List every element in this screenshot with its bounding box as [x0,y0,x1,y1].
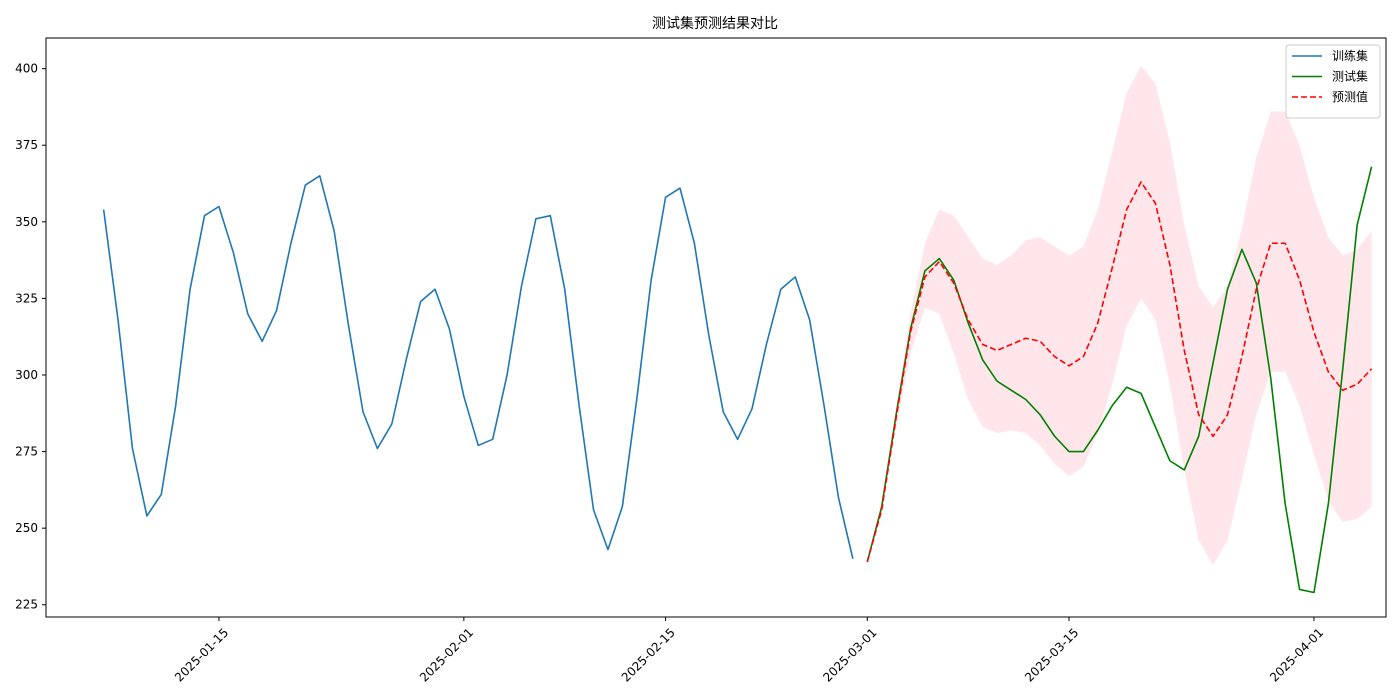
x-tick-label: 2025-03-15 [1022,625,1081,684]
y-tick-label: 400 [15,62,38,76]
y-tick-label: 300 [15,368,38,382]
y-tick-label: 350 [15,215,38,229]
x-tick-label: 2025-02-01 [417,625,476,684]
legend-entry: 测试集 [1332,69,1368,84]
x-tick-label: 2025-02-15 [619,625,678,684]
y-tick-label: 275 [15,445,38,459]
chart-title: 测试集预测结果对比 [652,15,778,32]
series-line-2 [866,181,1373,563]
x-tick-label: 2025-03-01 [820,625,879,684]
legend-entry: 预测值 [1332,89,1368,104]
series-line-0 [102,175,854,559]
confidence-band [867,65,1372,565]
x-tick-label: 2025-01-15 [172,625,231,684]
y-tick-label: 250 [15,521,38,535]
plot-area [102,65,1373,594]
legend-box [1285,44,1381,119]
legend-entry: 训练集 [1332,48,1368,63]
series-line-1 [866,166,1373,594]
y-tick-label: 375 [15,138,38,152]
y-tick-label: 225 [15,598,38,612]
plot-frame [45,37,1387,618]
y-tick-label: 325 [15,291,38,305]
x-tick-label: 2025-04-01 [1267,625,1326,684]
